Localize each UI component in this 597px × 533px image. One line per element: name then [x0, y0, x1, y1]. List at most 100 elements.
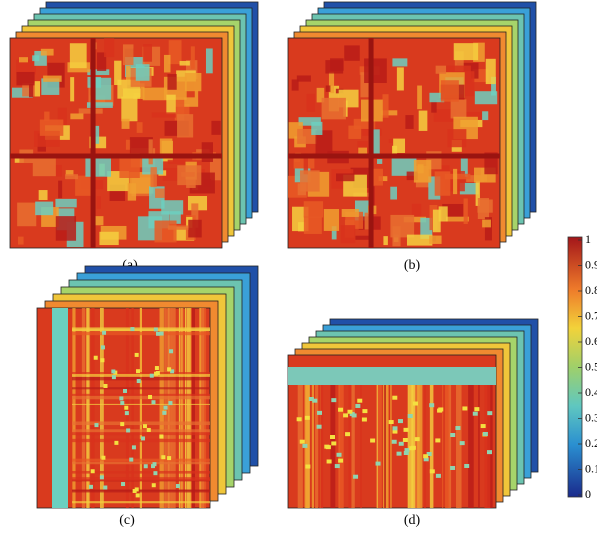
texture: [477, 198, 490, 220]
blob: [103, 383, 108, 388]
texture: [125, 65, 131, 81]
blob: [124, 405, 129, 410]
colorbar-label: 1: [585, 232, 591, 246]
texture: [381, 110, 398, 116]
texture: [377, 159, 383, 164]
blob: [154, 371, 159, 376]
band: [318, 385, 324, 508]
texture: [391, 155, 417, 176]
band: [72, 458, 210, 462]
band: [429, 385, 434, 508]
texture: [321, 97, 346, 120]
texture: [50, 164, 62, 177]
texture: [340, 225, 356, 244]
blob: [317, 410, 323, 415]
texture: [411, 203, 422, 217]
texture: [177, 165, 202, 186]
texture: [40, 48, 54, 56]
band: [72, 376, 210, 381]
texture: [434, 171, 451, 196]
blob: [325, 445, 331, 450]
blob: [355, 403, 361, 408]
blob: [487, 411, 493, 416]
texture: [438, 206, 448, 222]
texture: [85, 158, 111, 177]
band: [91, 308, 95, 508]
texture: [392, 226, 401, 247]
texture: [86, 102, 113, 108]
blob: [129, 457, 134, 462]
band: [384, 385, 386, 508]
texture: [32, 157, 56, 177]
blob: [151, 483, 156, 488]
blob: [423, 457, 429, 462]
blob: [407, 413, 413, 418]
texture: [382, 94, 389, 118]
road: [288, 153, 500, 159]
blob: [450, 433, 456, 438]
blob: [159, 331, 164, 336]
blob: [130, 327, 135, 332]
band: [52, 308, 68, 508]
texture: [58, 180, 63, 199]
texture: [482, 111, 489, 121]
blob: [162, 410, 167, 415]
texture: [188, 219, 202, 238]
texture: [303, 216, 322, 234]
texture: [406, 234, 433, 246]
texture: [28, 84, 34, 98]
blob: [429, 403, 435, 408]
texture: [90, 216, 104, 226]
image-stack: [9, 1, 259, 249]
texture: [39, 119, 64, 136]
texture: [355, 235, 372, 240]
colorbar-label: 0.9: [585, 257, 597, 271]
texture: [55, 216, 77, 241]
band: [131, 308, 134, 508]
texture: [482, 219, 491, 228]
texture: [475, 180, 480, 206]
texture: [209, 154, 221, 181]
texture: [396, 67, 404, 91]
blob: [134, 352, 139, 357]
blob: [170, 369, 175, 374]
texture: [473, 42, 485, 62]
texture: [125, 139, 132, 150]
blob: [474, 407, 480, 412]
texture: [121, 96, 138, 122]
blob: [392, 426, 398, 431]
blob: [370, 438, 376, 443]
band: [448, 385, 452, 508]
texture: [143, 44, 153, 62]
texture: [75, 175, 93, 196]
band: [86, 308, 90, 508]
band: [72, 421, 210, 426]
texture: [447, 129, 467, 148]
band: [199, 308, 205, 508]
blob: [136, 369, 141, 374]
texture: [484, 217, 492, 241]
blob: [361, 417, 367, 422]
texture: [432, 209, 441, 233]
band: [351, 385, 355, 508]
texture: [357, 141, 368, 152]
texture: [184, 72, 202, 92]
texture: [303, 201, 324, 218]
blob: [141, 436, 146, 441]
texture: [431, 100, 437, 113]
blob: [93, 355, 98, 360]
band: [171, 308, 176, 508]
texture: [341, 209, 359, 217]
texture: [35, 201, 54, 216]
texture: [167, 225, 189, 230]
texture: [435, 65, 447, 74]
texture: [70, 113, 84, 120]
blob: [357, 398, 363, 403]
blob: [149, 373, 154, 378]
band: [72, 373, 210, 376]
band: [199, 308, 202, 508]
blob: [388, 420, 394, 425]
texture: [444, 173, 471, 180]
texture: [353, 118, 376, 129]
texture: [405, 115, 414, 129]
